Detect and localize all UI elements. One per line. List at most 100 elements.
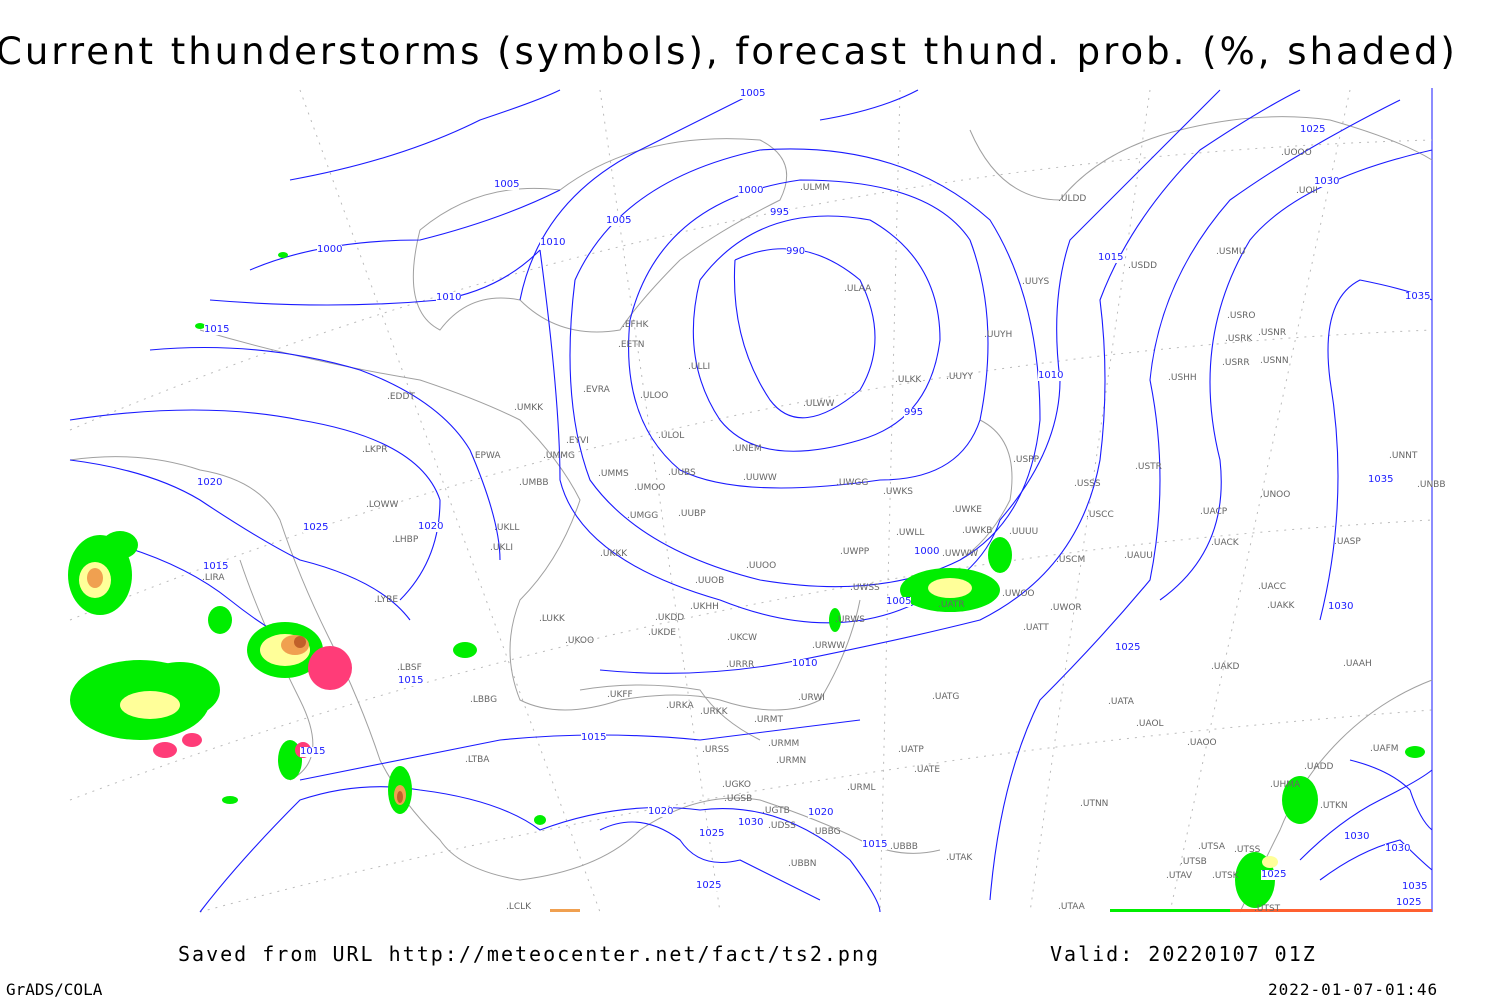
station-label: .LTBA (465, 755, 490, 765)
station-label: .UNEM (732, 444, 762, 454)
station-label: .UUYS (1022, 277, 1050, 287)
station-label: .USRK (1225, 334, 1253, 344)
station-label: .URMM (768, 739, 800, 749)
isobar-label: 1015 (204, 324, 230, 335)
isobar-label: 1010 (436, 292, 462, 303)
station-label: .UATG (932, 692, 960, 702)
station-label: .UUUU (1009, 527, 1039, 537)
station-label: .UTKN (1320, 801, 1348, 811)
isobar-label: 1015 (203, 561, 229, 572)
station-label: .UTAV (1166, 871, 1192, 881)
station-label: .UWKS (883, 487, 913, 497)
station-label: .LIRA (202, 573, 225, 583)
station-label: .UDSS (768, 821, 796, 831)
isobar-label: 1015 (862, 839, 888, 850)
isobars (69, 89, 1433, 913)
station-label: .UMKK (514, 403, 544, 413)
station-label: .EYVI (566, 436, 589, 446)
station-label: .UMMG (543, 451, 575, 461)
station-label: .ULLI (688, 362, 711, 372)
station-label: .URMT (754, 715, 783, 725)
valid-time-text: Valid: 20220107 01Z (1050, 942, 1317, 966)
station-label: .UTST (1254, 904, 1281, 914)
station-label: .UUYY (946, 372, 974, 382)
station-label: .URWW (812, 641, 846, 651)
station-label: .ULAA (844, 284, 872, 294)
isobar-label: 1025 (1396, 897, 1422, 908)
isobar-label: 1035 (1402, 881, 1428, 892)
station-label: .USDD (1128, 261, 1158, 271)
station-label: .UADD (1304, 762, 1334, 772)
station-label: .USTR (1135, 462, 1162, 472)
station-label: .UNBB (1417, 480, 1446, 490)
station-label: .LYBE (374, 595, 399, 605)
station-label: .UTAA (1058, 902, 1085, 912)
station-label: .UACP (1200, 507, 1228, 517)
station-label: .UBBN (788, 859, 817, 869)
station-label: .UATP (898, 745, 924, 755)
station-label: .EPWA (472, 451, 501, 461)
source-url-text: Saved from URL http://meteocenter.net/fa… (178, 942, 881, 966)
grads-credit: GrADS/COLA (6, 980, 103, 999)
isobar-label: 1020 (808, 807, 834, 818)
station-label: .UATT (1023, 623, 1049, 633)
isobar-label: 1020 (197, 477, 223, 488)
station-label: .UAOO (1187, 738, 1217, 748)
isobar-label: 1010 (1038, 370, 1064, 381)
station-label: .UNNT (1389, 451, 1418, 461)
station-label: .UMOO (634, 483, 666, 493)
station-label: .UGTB (762, 806, 790, 816)
station-label: .UBBB (890, 842, 918, 852)
station-label: .UGSB (724, 794, 753, 804)
station-label: .USMU (1216, 247, 1246, 257)
station-label: .ULKK (895, 375, 922, 385)
station-label: .URML (847, 783, 876, 793)
station-label: .URSS (702, 745, 730, 755)
isobar-label: 1025 (303, 522, 329, 533)
isobar-label: 1015 (581, 732, 607, 743)
station-label: .UAOL (1136, 719, 1164, 729)
station-label: .LUKK (539, 614, 565, 624)
station-label: .UGKO (722, 780, 751, 790)
station-label: .UWPP (840, 547, 870, 557)
isobar-label: 1025 (1261, 869, 1287, 880)
station-label: .UMMS (598, 469, 629, 479)
station-label: .UWOO (1002, 589, 1035, 599)
station-label: .LHBP (392, 535, 419, 545)
station-label: .LKPR (362, 445, 388, 455)
graticule (69, 89, 1433, 913)
station-label: .UACC (1258, 582, 1287, 592)
isobar-label: 1030 (1344, 831, 1370, 842)
isobar-label: 1005 (606, 215, 632, 226)
station-label: .USCC (1086, 510, 1114, 520)
station-label: .UUBS (668, 468, 696, 478)
station-label: .EETN (618, 340, 645, 350)
thunderstorm-probability-shading (68, 252, 1425, 908)
isobar-label: 995 (770, 207, 790, 218)
isobar-label: 1020 (648, 806, 674, 817)
station-label: .USCM (1056, 555, 1086, 565)
isobar-label: 1020 (418, 521, 444, 532)
station-label: .UAFM (1370, 744, 1399, 754)
isobar-label: 1025 (1115, 642, 1141, 653)
isobar-label: 1010 (540, 237, 566, 248)
station-label: .LOWW (366, 500, 399, 510)
station-label: .UUWW (743, 473, 777, 483)
station-label: .UTSA (1198, 842, 1225, 852)
station-label: .UUBP (678, 509, 706, 519)
isobar-label: 1030 (1385, 843, 1411, 854)
render-timestamp: 2022-01-07-01:46 (1268, 980, 1439, 999)
station-label: .UKKK (600, 549, 628, 559)
isobar-label: 1035 (1368, 474, 1394, 485)
station-label: .URKA (666, 701, 694, 711)
bottom-edge-shading (550, 909, 1432, 912)
station-label: .UTSK (1212, 871, 1239, 881)
station-label: .UATE (914, 765, 941, 775)
station-label: .EFHK (622, 320, 649, 330)
station-label: .UACK (1211, 538, 1239, 548)
station-label: .ULOO (640, 391, 669, 401)
station-label: .USNR (1258, 328, 1287, 338)
station-label: .URWS (835, 615, 865, 625)
station-label: .UTSB (1180, 857, 1207, 867)
isobar-label: 1030 (1328, 601, 1354, 612)
